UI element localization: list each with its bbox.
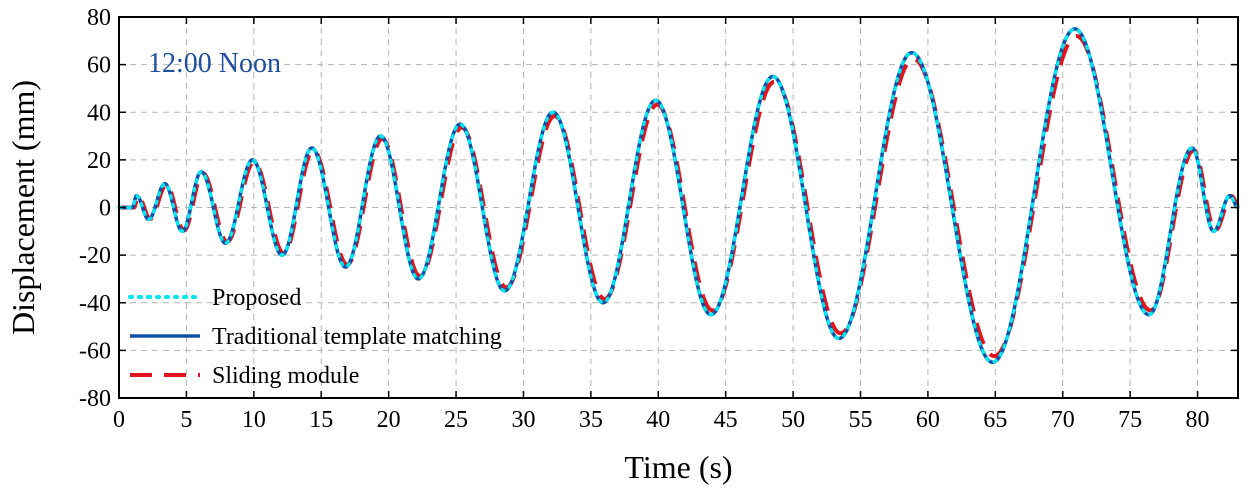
y-tick-label: 80: [87, 5, 111, 31]
time-of-day-annotation: 12:00 Noon: [148, 48, 281, 79]
y-axis-title: Displacement (mm): [5, 80, 41, 335]
x-tick-label: 75: [1118, 407, 1142, 433]
x-tick-label: 40: [646, 407, 670, 433]
legend-label-sliding: Sliding module: [212, 363, 359, 389]
x-tick-label: 55: [849, 407, 873, 433]
series-layer: [117, 27, 1240, 365]
axis-ticks: 0 5 10 15 20 25 30 35 40 45 50 55 60 65 70 75 80 80 60 40 20…: [79, 5, 1238, 433]
x-tick-label: 45: [714, 407, 738, 433]
x-tick-label: 65: [983, 407, 1007, 433]
x-tick-label: 35: [579, 407, 603, 433]
x-axis-title: Time (s): [624, 449, 732, 485]
legend-label-proposed: Proposed: [212, 285, 301, 311]
y-tick-label: 60: [87, 53, 111, 79]
x-tick-label: 80: [1186, 407, 1210, 433]
x-tick-label: 20: [377, 407, 401, 433]
y-tick-label: -80: [79, 386, 111, 412]
legend-label-traditional: Traditional template matching: [212, 324, 502, 350]
x-tick-label: 60: [916, 407, 940, 433]
y-tick-label: -20: [79, 243, 111, 269]
y-tick-label: 40: [87, 100, 111, 126]
x-tick-label: 0: [113, 407, 125, 433]
legend: Proposed Traditional template matching S…: [128, 285, 502, 389]
y-tick-label: 20: [87, 148, 111, 174]
series-line-traditional-template-matching: [118, 27, 1239, 365]
x-tick-label: 50: [781, 407, 805, 433]
x-tick-label: 70: [1051, 407, 1075, 433]
x-tick-label: 30: [511, 407, 535, 433]
x-tick-label: 25: [444, 407, 468, 433]
grid: [119, 17, 1238, 398]
y-tick-label: -60: [79, 338, 111, 364]
y-tick-label: 0: [99, 196, 111, 222]
y-tick-label: -40: [79, 291, 111, 317]
x-tick-label: 5: [180, 407, 192, 433]
x-tick-label: 10: [242, 407, 266, 433]
series-line-proposed: [117, 27, 1240, 365]
x-tick-label: 15: [309, 407, 333, 433]
